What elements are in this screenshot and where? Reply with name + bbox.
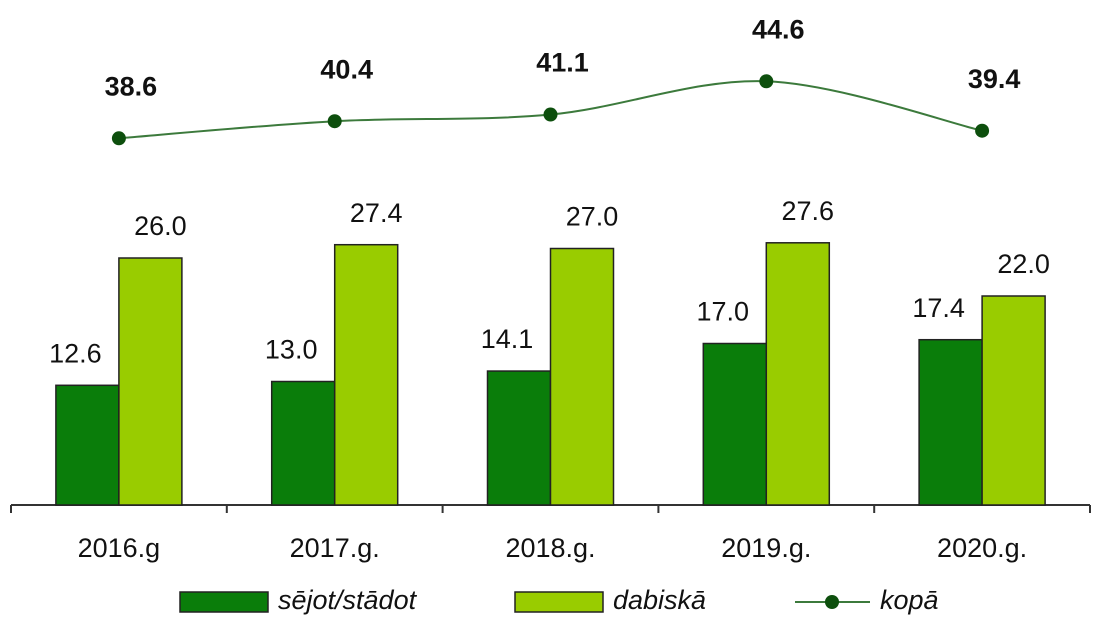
legend-swatch [179,591,269,613]
bar [486,370,552,506]
x-tick-label: 2020.g. [937,533,1027,563]
data-label: 38.6 [105,71,158,101]
bar [118,257,183,506]
bar [702,342,768,506]
data-label: 39.4 [968,64,1021,94]
bar [55,384,120,506]
x-tick-label: 2018.g. [505,533,595,563]
data-label: 22.0 [997,249,1050,279]
bar [765,242,831,506]
data-label: 12.6 [49,338,102,368]
line-marker [543,107,558,122]
data-label: 14.1 [481,324,534,354]
x-tick-label: 2017.g. [290,533,380,563]
data-label: 44.6 [752,14,805,44]
legend-label: kopā [880,585,939,615]
data-label: 13.0 [265,335,318,365]
data-label: 17.0 [697,297,750,327]
line-marker [975,123,990,138]
legend-marker [825,595,839,609]
bar [981,295,1046,506]
bar [270,380,336,506]
legend-label: sējot/stādot [278,585,418,615]
data-label: 27.6 [782,196,835,226]
data-label: 41.1 [536,48,589,78]
bar [333,243,399,506]
data-label: 27.4 [350,198,403,228]
data-label: 40.4 [320,54,373,84]
legend-swatch [514,591,604,613]
bar [918,338,983,506]
data-label: 26.0 [134,211,187,241]
line-marker [327,114,342,129]
x-tick-label: 2016.g [78,533,161,563]
line-marker [111,131,126,146]
data-label: 27.0 [566,202,619,232]
line-marker [759,74,774,89]
legend-label: dabiskā [613,585,706,615]
bar [549,247,615,506]
x-tick-label: 2019.g. [721,533,811,563]
data-label: 17.4 [912,293,965,323]
